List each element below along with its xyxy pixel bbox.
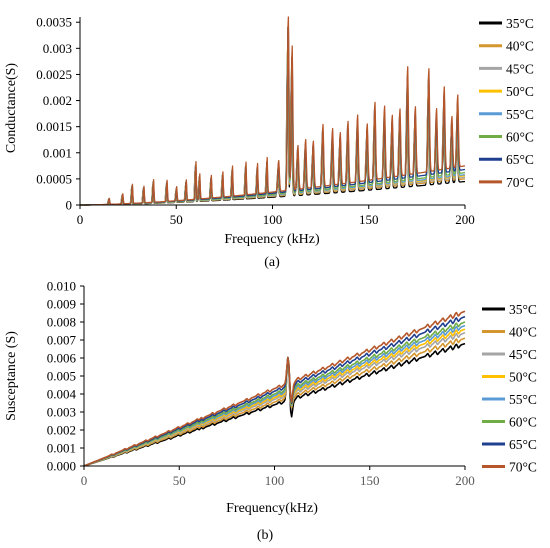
conductance-legend-label: 60°C xyxy=(506,130,534,145)
susceptance-series-line xyxy=(83,342,466,467)
susceptance-legend: 35°C 40°C 45°C 50°C 55°C 60°C 65°C 70°C xyxy=(482,302,537,475)
susceptance-x-tick-label: 0 xyxy=(81,473,88,488)
susceptance-axes: 0 50 100 150 200 0.000 0.001 0.002 0.003 0.004 0.0… xyxy=(47,279,475,489)
conductance-series-line xyxy=(79,16,466,206)
susceptance-y-tick-label: 0.005 xyxy=(47,369,76,384)
susceptance-y-tick-label: 0.004 xyxy=(47,387,77,402)
conductance-y-tick-label: 0.0015 xyxy=(36,119,72,134)
conductance-legend-label: 45°C xyxy=(506,61,534,76)
conductance-y-tick-label: 0.002 xyxy=(43,93,72,108)
conductance-y-tick-label: 0 xyxy=(66,198,73,213)
conductance-x-tick-label: 100 xyxy=(263,212,283,227)
conductance-y-axis-title: Conductance(S) xyxy=(4,63,19,154)
susceptance-y-tick-label: 0.003 xyxy=(47,405,76,420)
susceptance-legend-label: 65°C xyxy=(509,437,537,452)
conductance-legend-label: 55°C xyxy=(506,107,534,122)
conductance-y-tick-label: 0.003 xyxy=(43,41,72,56)
susceptance-x-axis-title: Frequency(kHz) xyxy=(226,501,318,516)
susceptance-series-line xyxy=(83,315,466,467)
conductance-chart: 0 50 100 150 200 0 0.0005 0.001 0.0015 0.002 0.002… xyxy=(4,15,534,270)
susceptance-y-axis-title: Susceptance (S) xyxy=(4,331,19,421)
conductance-x-tick-label: 150 xyxy=(359,212,379,227)
conductance-axes: 0 50 100 150 200 0 0.0005 0.001 0.0015 0.002 0.002… xyxy=(36,15,475,227)
susceptance-y-tick-label: 0.000 xyxy=(47,459,76,474)
conductance-legend-label: 35°C xyxy=(506,16,534,31)
conductance-x-tick-label: 50 xyxy=(170,212,183,227)
susceptance-x-tick-label: 150 xyxy=(360,473,380,488)
susceptance-series-line xyxy=(83,321,466,467)
susceptance-y-tick-label: 0.002 xyxy=(47,423,76,438)
susceptance-legend-label: 50°C xyxy=(509,370,537,385)
susceptance-chart: 0 50 100 150 200 0.000 0.001 0.002 0.003 0.004 0.0… xyxy=(4,279,537,544)
susceptance-legend-label: 40°C xyxy=(509,325,537,340)
conductance-legend-label: 70°C xyxy=(506,175,534,190)
susceptance-series-group xyxy=(83,310,466,467)
susceptance-x-tick-label: 100 xyxy=(265,473,285,488)
susceptance-y-tick-label: 0.006 xyxy=(47,351,77,366)
conductance-y-tick-label: 0.0005 xyxy=(36,171,72,186)
susceptance-series-line xyxy=(83,310,466,467)
conductance-x-axis-title: Frequency (kHz) xyxy=(224,232,320,247)
susceptance-legend-label: 45°C xyxy=(509,347,537,362)
susceptance-y-tick-label: 0.008 xyxy=(47,315,76,330)
conductance-legend-label: 50°C xyxy=(506,84,534,99)
conductance-series-group xyxy=(79,16,466,206)
conductance-x-tick-label: 200 xyxy=(455,212,475,227)
susceptance-x-tick-label: 50 xyxy=(173,473,186,488)
conductance-y-tick-label: 0.0025 xyxy=(36,67,72,82)
susceptance-y-tick-label: 0.010 xyxy=(47,279,76,294)
susceptance-x-tick-label: 200 xyxy=(455,473,475,488)
panel-label-b: (b) xyxy=(257,528,274,543)
conductance-legend: 35°C 40°C 45°C 50°C 55°C 60°C 65°C 70°C xyxy=(479,16,534,190)
susceptance-y-tick-label: 0.009 xyxy=(47,297,76,312)
susceptance-y-tick-label: 0.001 xyxy=(47,441,76,456)
panel-label-a: (a) xyxy=(264,255,280,270)
susceptance-legend-label: 55°C xyxy=(509,392,537,407)
conductance-x-tick-label: 0 xyxy=(77,212,84,227)
susceptance-series-line xyxy=(83,337,466,467)
conductance-y-tick-label: 0.0035 xyxy=(36,15,72,30)
susceptance-y-tick-label: 0.007 xyxy=(47,333,77,348)
susceptance-legend-label: 60°C xyxy=(509,415,537,430)
susceptance-legend-label: 70°C xyxy=(509,460,537,475)
susceptance-legend-label: 35°C xyxy=(509,302,537,317)
conductance-y-tick-label: 0.001 xyxy=(43,145,72,160)
conductance-legend-label: 65°C xyxy=(506,152,534,167)
conductance-legend-label: 40°C xyxy=(506,39,534,54)
